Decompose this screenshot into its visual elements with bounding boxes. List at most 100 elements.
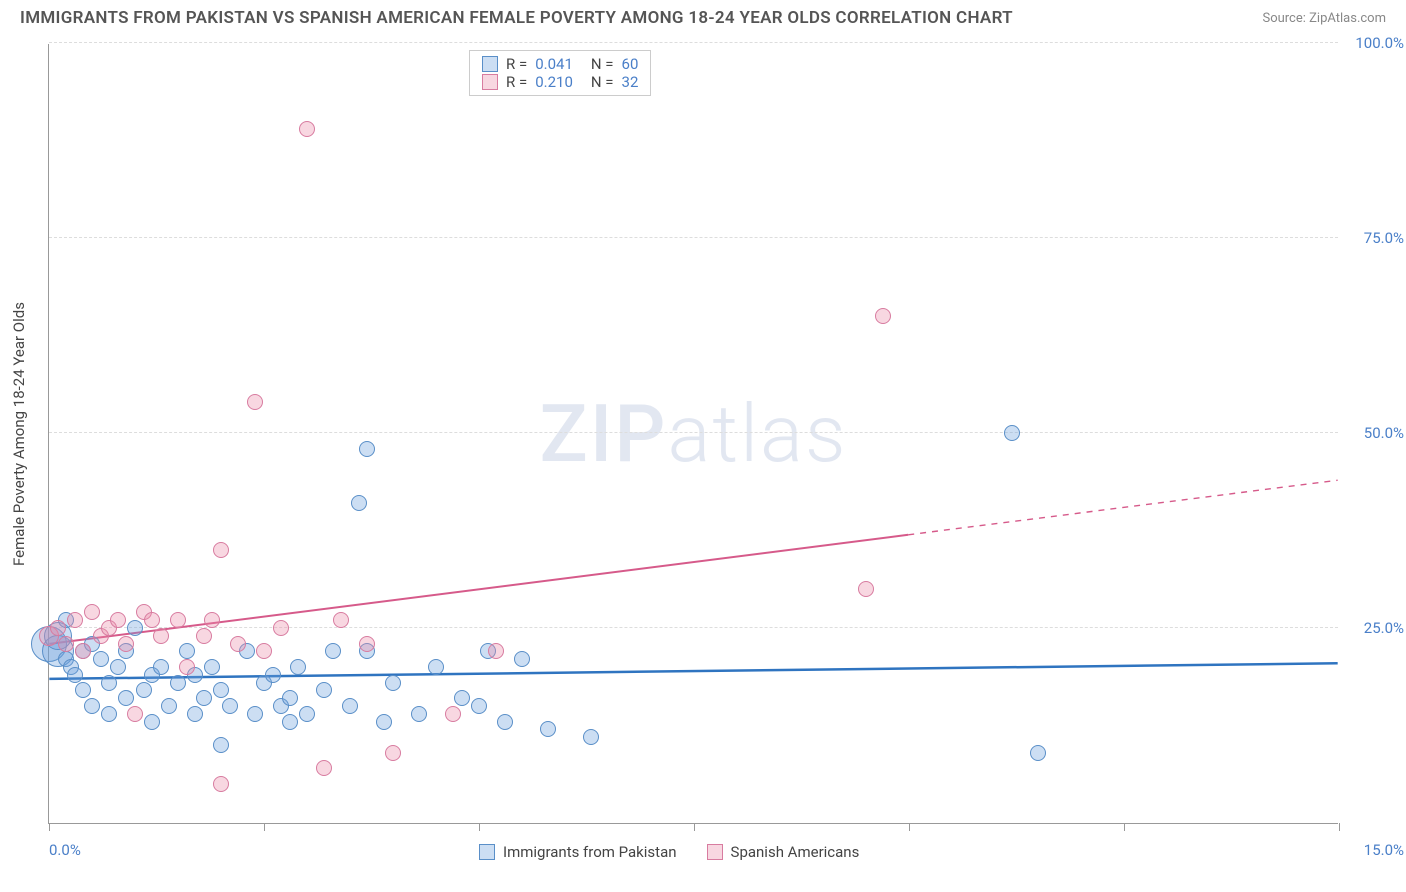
data-point <box>110 612 126 628</box>
data-point <box>325 643 341 659</box>
legend-series-item: Spanish Americans <box>707 843 860 861</box>
data-point <box>213 682 229 698</box>
watermark: ZIPatlas <box>540 387 848 481</box>
data-point <box>101 675 117 691</box>
gridline: 100.0% <box>49 42 1338 43</box>
y-axis-title: Female Poverty Among 18-24 Year Olds <box>10 302 28 566</box>
data-point <box>170 612 186 628</box>
data-point <box>50 620 66 636</box>
data-point <box>256 643 272 659</box>
data-point <box>196 690 212 706</box>
data-point <box>213 737 229 753</box>
data-point <box>213 542 229 558</box>
source-label: Source: ZipAtlas.com <box>1262 11 1386 26</box>
data-point <box>299 121 315 137</box>
data-point <box>316 760 332 776</box>
data-point <box>213 776 229 792</box>
y-tick-label: 100.0% <box>1355 34 1404 52</box>
legend-n-label: N = <box>591 73 614 91</box>
data-point <box>204 612 220 628</box>
legend-series-label: Spanish Americans <box>731 843 860 861</box>
data-point <box>67 667 83 683</box>
chart-title: IMMIGRANTS FROM PAKISTAN VS SPANISH AMER… <box>20 8 1013 28</box>
legend-r-label: R = <box>506 55 527 73</box>
data-point <box>153 659 169 675</box>
data-point <box>127 620 143 636</box>
data-point <box>101 706 117 722</box>
data-point <box>273 620 289 636</box>
data-point <box>376 714 392 730</box>
x-tick <box>479 823 480 831</box>
legend-n-value: 32 <box>622 73 639 91</box>
data-point <box>222 698 238 714</box>
legend-row: R = 0.041 N = 60 <box>482 55 638 73</box>
data-point <box>118 690 134 706</box>
y-tick-label: 50.0% <box>1364 424 1404 442</box>
legend-series-label: Immigrants from Pakistan <box>503 843 677 861</box>
data-point <box>385 675 401 691</box>
data-point <box>265 667 281 683</box>
legend-series-item: Immigrants from Pakistan <box>479 843 677 861</box>
gridline: 75.0% <box>49 237 1338 238</box>
legend-swatch <box>482 74 498 90</box>
data-point <box>333 612 349 628</box>
legend-r-value: 0.041 <box>535 55 573 73</box>
x-tick <box>264 823 265 831</box>
legend-swatch <box>479 844 495 860</box>
data-point <box>385 745 401 761</box>
data-point <box>118 636 134 652</box>
legend-r-value: 0.210 <box>535 73 573 91</box>
data-point <box>411 706 427 722</box>
data-point <box>471 698 487 714</box>
data-point <box>351 495 367 511</box>
data-point <box>247 706 263 722</box>
gridline: 50.0% <box>49 432 1338 433</box>
data-point <box>110 659 126 675</box>
data-point <box>282 714 298 730</box>
data-point <box>179 659 195 675</box>
legend-n-value: 60 <box>622 55 639 73</box>
data-point <box>1030 745 1046 761</box>
data-point <box>179 643 195 659</box>
data-point <box>75 682 91 698</box>
x-label-min: 0.0% <box>49 841 81 859</box>
data-point <box>153 628 169 644</box>
data-point <box>445 706 461 722</box>
data-point <box>858 581 874 597</box>
x-tick <box>694 823 695 831</box>
legend-series: Immigrants from Pakistan Spanish American… <box>479 843 859 861</box>
data-point <box>84 604 100 620</box>
legend-swatch <box>707 844 723 860</box>
data-point <box>58 636 74 652</box>
data-point <box>359 636 375 652</box>
data-point <box>144 714 160 730</box>
data-point <box>282 690 298 706</box>
data-point <box>75 643 91 659</box>
data-point <box>316 682 332 698</box>
x-tick <box>1339 823 1340 831</box>
y-tick-label: 75.0% <box>1364 229 1404 247</box>
data-point <box>497 714 513 730</box>
data-point <box>196 628 212 644</box>
data-point <box>84 698 100 714</box>
data-point <box>230 636 246 652</box>
x-label-max: 15.0% <box>1364 841 1404 859</box>
data-point <box>488 643 504 659</box>
data-point <box>127 706 143 722</box>
legend-r-label: R = <box>506 73 527 91</box>
data-point <box>161 698 177 714</box>
data-point <box>144 612 160 628</box>
data-point <box>247 394 263 410</box>
x-tick <box>909 823 910 831</box>
data-point <box>540 721 556 737</box>
title-bar: IMMIGRANTS FROM PAKISTAN VS SPANISH AMER… <box>0 0 1406 32</box>
data-point <box>583 729 599 745</box>
legend-n-label: N = <box>591 55 614 73</box>
data-point <box>170 675 186 691</box>
data-point <box>93 651 109 667</box>
y-tick-label: 25.0% <box>1364 619 1404 637</box>
legend-row: R = 0.210 N = 32 <box>482 73 638 91</box>
data-point <box>359 441 375 457</box>
data-point <box>290 659 306 675</box>
legend-swatch <box>482 56 498 72</box>
